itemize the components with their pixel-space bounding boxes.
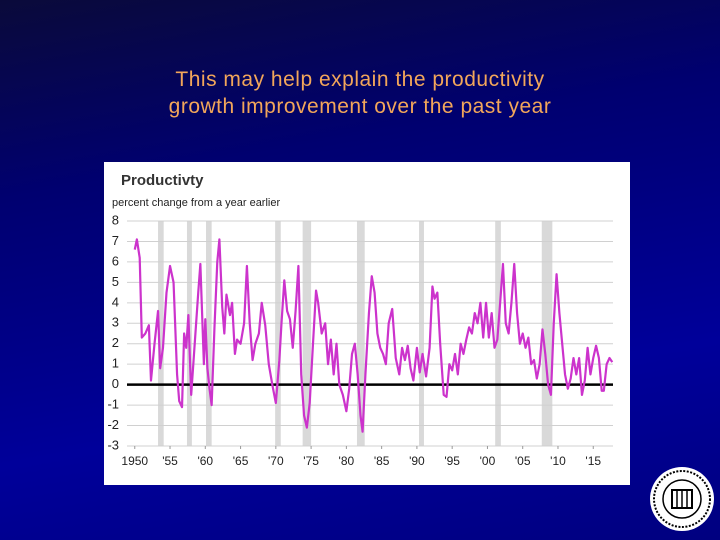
recession-band (541, 221, 553, 446)
recession-band (206, 221, 212, 446)
x-tick-label: '75 (303, 454, 319, 468)
recession-band (302, 221, 312, 446)
y-tick-label: 4 (112, 294, 119, 309)
x-tick-label: '80 (339, 454, 355, 468)
recession-band (356, 221, 365, 446)
x-tick-label: 1950 (121, 454, 148, 468)
x-tick-label: '15 (585, 454, 601, 468)
recession-band (275, 221, 281, 446)
x-tick-label: '60 (197, 454, 213, 468)
y-tick-label: 5 (112, 274, 119, 289)
data-line (133, 238, 614, 433)
seal-ring (653, 470, 711, 528)
y-tick-label: 2 (112, 335, 119, 350)
slide-title: This may help explain the productivity g… (0, 66, 720, 120)
x-tick-label: '70 (268, 454, 284, 468)
title-line: growth improvement over the past year (168, 95, 552, 118)
x-tick-label: '95 (444, 454, 460, 468)
y-tick-label: 7 (112, 233, 119, 248)
seal-inner (662, 479, 702, 519)
recession-band (419, 221, 424, 446)
chart-subtitle: percent change from a year earlier (112, 197, 280, 209)
y-tick-label: -1 (107, 397, 119, 412)
seal (650, 467, 714, 531)
x-tick-label: '85 (374, 454, 390, 468)
y-tick-label: 8 (112, 212, 119, 227)
y-tick-label: 3 (112, 315, 119, 330)
x-tick-label: '90 (409, 454, 425, 468)
x-tick-label: '05 (515, 454, 531, 468)
chart-title: Productivty (121, 172, 204, 189)
x-tick-label: '55 (162, 454, 178, 468)
y-tick-label: -2 (107, 417, 119, 432)
title-line: This may help explain the productivity (175, 68, 545, 91)
x-tick-label: '10 (550, 454, 566, 468)
x-tick-label: '00 (480, 454, 496, 468)
y-tick-label: -3 (107, 437, 119, 452)
y-tick-label: 0 (112, 376, 119, 391)
y-tick-label: 1 (112, 356, 119, 371)
x-tick-label: '65 (233, 454, 249, 468)
recession-band (158, 221, 164, 446)
y-tick-label: 6 (112, 253, 119, 268)
